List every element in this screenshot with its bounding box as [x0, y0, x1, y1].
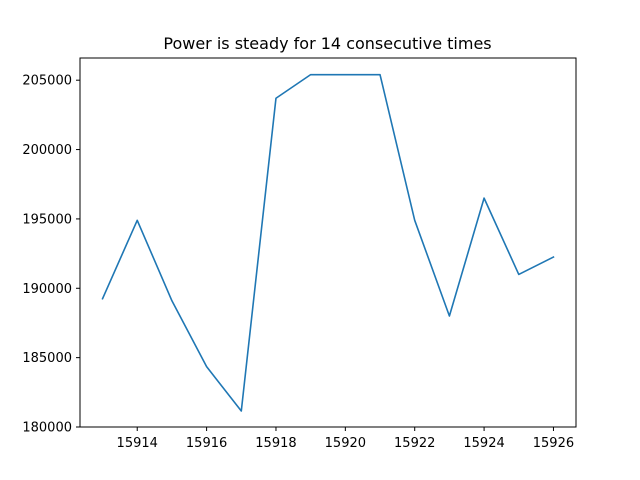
- y-tick-label: 185000: [22, 351, 72, 366]
- x-tick-label: 15916: [186, 436, 227, 451]
- x-tick-label: 15924: [463, 436, 504, 451]
- x-tick-label: 15914: [117, 436, 158, 451]
- chart-title: Power is steady for 14 consecutive times: [163, 34, 491, 53]
- x-tick-label: 15922: [394, 436, 435, 451]
- x-tick-label: 15918: [255, 436, 296, 451]
- y-tick-label: 195000: [22, 212, 72, 227]
- plot-area: [101, 73, 555, 412]
- y-tick-label: 180000: [22, 421, 72, 436]
- x-tick-label: 15926: [533, 436, 574, 451]
- axes-frame: [79, 57, 577, 428]
- y-tick-label: 200000: [22, 143, 72, 158]
- x-tick-label: 15920: [325, 436, 366, 451]
- y-tick-label: 190000: [22, 282, 72, 297]
- axes: 15914 15916 15918 15920 15922 15924 15926 18000…: [22, 57, 577, 451]
- y-tick-label: 205000: [22, 74, 72, 89]
- series-line-0: [101, 73, 555, 412]
